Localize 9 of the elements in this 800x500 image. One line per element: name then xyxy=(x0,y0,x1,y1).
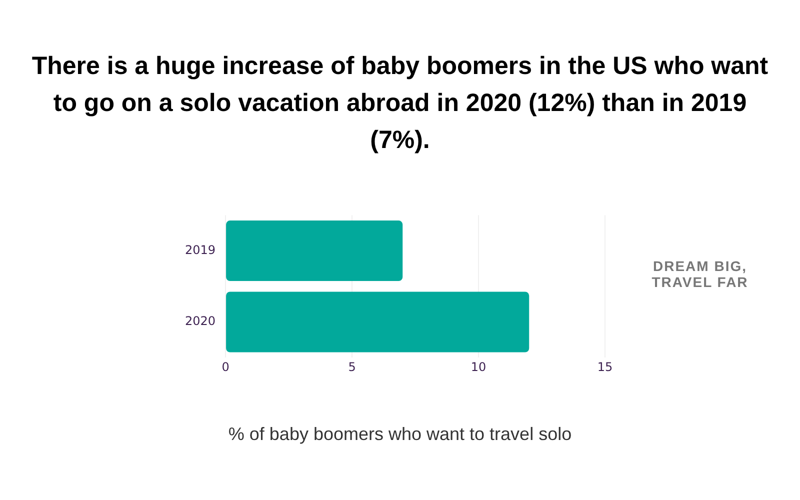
chart-title: There is a huge increase of baby boomers in the US who want to go on a solo vacation abroad in 2020 (12%) than in 2019 (7%). xyxy=(30,51,770,156)
y-tick-label: 2020 xyxy=(184,314,216,328)
x-tick-label: 0 xyxy=(222,360,230,374)
y-tick-label: 2019 xyxy=(184,242,216,257)
x-tick-label: 10 xyxy=(470,360,486,374)
x-tick-label: 15 xyxy=(597,360,613,374)
text: DREAM BIG, TRAVEL FAR xyxy=(650,258,750,290)
x-tick-label: 5 xyxy=(348,360,356,374)
x-axis-title: % of baby boomers who want to travel solo xyxy=(227,424,573,445)
